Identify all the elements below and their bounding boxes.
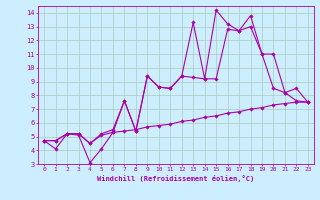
X-axis label: Windchill (Refroidissement éolien,°C): Windchill (Refroidissement éolien,°C) xyxy=(97,175,255,182)
